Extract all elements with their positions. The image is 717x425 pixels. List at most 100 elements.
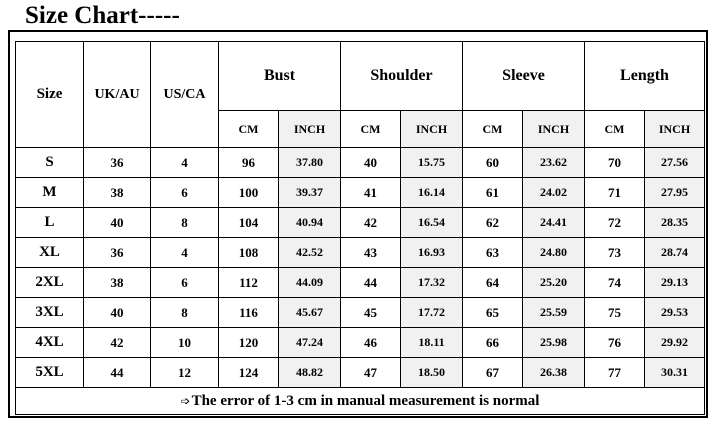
uk-au-cell: 36 [83,147,151,178]
table-row: L 40 8 104 40.94 42 16.54 62 24.41 72 28… [15,207,705,238]
bust-cm-cell: 124 [218,357,279,388]
page-title: Size Chart----- [25,2,180,29]
bust-header: Bust [218,41,341,111]
bust-inch-cell: 47.24 [278,327,341,358]
length-inch-cell: 27.95 [644,177,705,208]
sleeve-inch-header: INCH [522,110,585,148]
length-cm-header: CM [584,110,645,148]
sleeve-inch-cell: 25.20 [522,267,585,298]
uk-au-header: UK/AU [83,41,151,148]
bust-inch-cell: 45.67 [278,297,341,328]
shoulder-inch-cell: 16.54 [400,207,463,238]
us-ca-cell: 6 [150,177,219,208]
us-ca-cell: 4 [150,147,219,178]
uk-au-cell: 36 [83,237,151,268]
us-ca-cell: 12 [150,357,219,388]
shoulder-cm-cell: 41 [340,177,401,208]
length-cm-cell: 75 [584,297,645,328]
shoulder-cm-cell: 44 [340,267,401,298]
bust-cm-header: CM [218,110,279,148]
table-header: Size UK/AU US/CA Bust Shoulder Sleeve Le… [15,41,705,148]
bust-inch-cell: 48.82 [278,357,341,388]
bust-inch-cell: 40.94 [278,207,341,238]
shoulder-cm-cell: 45 [340,297,401,328]
sleeve-inch-cell: 26.38 [522,357,585,388]
sleeve-inch-cell: 23.62 [522,147,585,178]
shoulder-inch-cell: 16.93 [400,237,463,268]
bust-cm-cell: 100 [218,177,279,208]
sleeve-cm-cell: 60 [462,147,523,178]
length-inch-cell: 29.13 [644,267,705,298]
length-header: Length [584,41,705,111]
shoulder-cm-cell: 47 [340,357,401,388]
size-cell: 2XL [15,267,84,298]
note-text: The error of 1-3 cm in manual measuremen… [191,392,540,409]
table-row: 3XL 40 8 116 45.67 45 17.72 65 25.59 75 … [15,297,705,328]
sleeve-cm-cell: 62 [462,207,523,238]
size-cell: 5XL [15,357,84,388]
bust-cm-cell: 104 [218,207,279,238]
uk-au-cell: 40 [83,297,151,328]
sleeve-cm-cell: 64 [462,267,523,298]
size-header: Size [15,41,84,148]
length-cm-cell: 71 [584,177,645,208]
length-inch-cell: 28.74 [644,237,705,268]
us-ca-cell: 8 [150,297,219,328]
size-cell: XL [15,237,84,268]
length-inch-cell: 29.92 [644,327,705,358]
uk-au-cell: 38 [83,177,151,208]
header-row-main: Size UK/AU US/CA Bust Shoulder Sleeve Le… [15,41,705,148]
length-inch-cell: 30.31 [644,357,705,388]
bust-inch-cell: 39.37 [278,177,341,208]
sleeve-header: Sleeve [462,41,585,111]
length-inch-cell: 28.35 [644,207,705,238]
bust-inch-cell: 37.80 [278,147,341,178]
table-row: XL 36 4 108 42.52 43 16.93 63 24.80 73 2… [15,237,705,268]
shoulder-inch-cell: 17.32 [400,267,463,298]
length-cm-cell: 70 [584,147,645,178]
sleeve-cm-header: CM [462,110,523,148]
sleeve-cm-cell: 65 [462,297,523,328]
bust-inch-cell: 42.52 [278,237,341,268]
shoulder-header: Shoulder [340,41,463,111]
uk-au-cell: 44 [83,357,151,388]
sleeve-cm-cell: 66 [462,327,523,358]
size-cell: S [15,147,84,178]
bust-cm-cell: 112 [218,267,279,298]
chart-frame [8,30,708,418]
bust-cm-cell: 108 [218,237,279,268]
size-cell: M [15,177,84,208]
us-ca-cell: 4 [150,237,219,268]
bust-cm-cell: 96 [218,147,279,178]
sleeve-cm-cell: 61 [462,177,523,208]
length-inch-cell: 27.56 [644,147,705,178]
length-cm-cell: 72 [584,207,645,238]
uk-au-cell: 42 [83,327,151,358]
bust-inch-cell: 44.09 [278,267,341,298]
size-chart-table: Size UK/AU US/CA Bust Shoulder Sleeve Le… [15,41,705,415]
bust-cm-cell: 120 [218,327,279,358]
sleeve-inch-cell: 24.80 [522,237,585,268]
size-cell: 3XL [15,297,84,328]
us-ca-cell: 6 [150,267,219,298]
uk-au-cell: 40 [83,207,151,238]
shoulder-inch-header: INCH [400,110,463,148]
length-inch-cell: 29.53 [644,297,705,328]
shoulder-cm-cell: 46 [340,327,401,358]
length-inch-header: INCH [644,110,705,148]
shoulder-inch-cell: 18.11 [400,327,463,358]
uk-au-cell: 38 [83,267,151,298]
table-body: S 36 4 96 37.80 40 15.75 60 23.62 70 27.… [15,147,705,415]
table-row: 5XL 44 12 124 48.82 47 18.50 67 26.38 77… [15,357,705,388]
shoulder-inch-cell: 17.72 [400,297,463,328]
shoulder-cm-cell: 42 [340,207,401,238]
length-cm-cell: 76 [584,327,645,358]
length-cm-cell: 77 [584,357,645,388]
right-arrow-icon: ➩ [180,393,191,408]
us-ca-cell: 10 [150,327,219,358]
shoulder-cm-cell: 43 [340,237,401,268]
shoulder-inch-cell: 15.75 [400,147,463,178]
table-row: M 38 6 100 39.37 41 16.14 61 24.02 71 27… [15,177,705,208]
shoulder-inch-cell: 16.14 [400,177,463,208]
sleeve-cm-cell: 63 [462,237,523,268]
